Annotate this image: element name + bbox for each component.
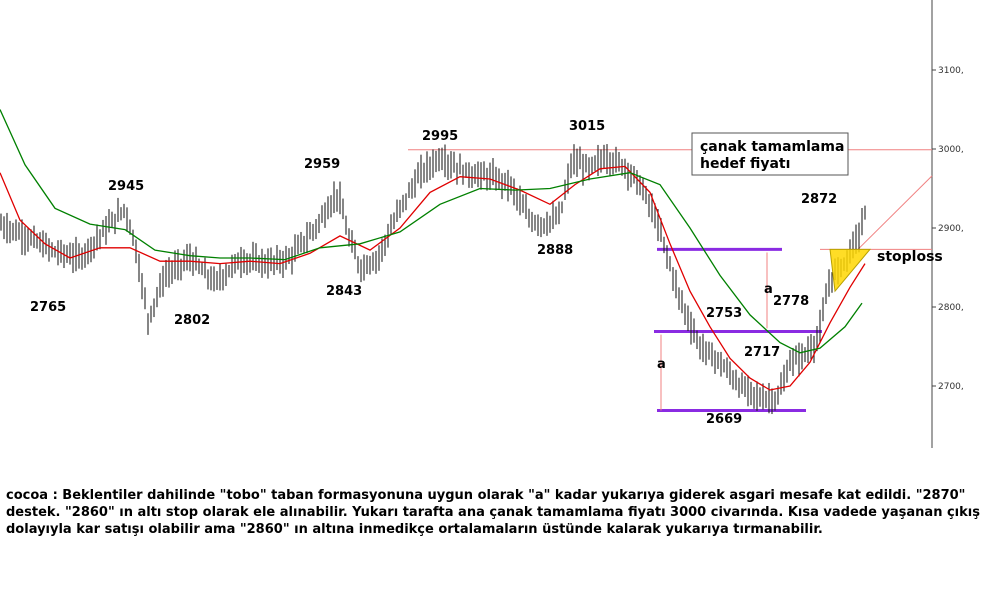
pivot-label: 2778 xyxy=(773,294,809,309)
pivot-label: 3015 xyxy=(569,119,605,134)
y-tick-label: 3000, xyxy=(938,145,964,155)
pivot-label: 2945 xyxy=(108,179,144,194)
target-callout-line1: çanak tamamlama xyxy=(700,139,844,155)
pivot-label: 2888 xyxy=(537,243,573,258)
y-axis-ticks: 2700, 2800, 2900, 3000, 3100, xyxy=(932,66,964,392)
moving-average-lines xyxy=(0,109,866,391)
pivot-labels: 2765 2945 2802 2959 2843 2995 3015 2888 2753 2778… xyxy=(30,119,837,427)
pivot-label: 2843 xyxy=(326,284,362,299)
y-tick-label: 2700, xyxy=(938,382,964,392)
triangle-pattern-group xyxy=(829,248,872,293)
commentary-text: cocoa : Beklentiler dahilinde "tobo" tab… xyxy=(6,488,980,537)
chart-area: 2700, 2800, 2900, 3000, 3100, 2765 2945 2802 29… xyxy=(0,0,964,448)
y-tick-label: 2800, xyxy=(938,303,964,313)
pivot-label: 2995 xyxy=(422,129,458,144)
measure-markers: aa xyxy=(657,252,773,411)
pivot-label: 2717 xyxy=(744,345,780,360)
pivot-label: 2872 xyxy=(801,192,837,207)
target-callout-line2: hedef fiyatı xyxy=(700,156,790,172)
pivot-label: 2753 xyxy=(706,306,742,321)
stoploss-label: stoploss xyxy=(877,249,943,265)
pivot-label: 2669 xyxy=(706,412,742,427)
triangle-pattern xyxy=(829,248,872,293)
projection-line xyxy=(857,175,933,250)
pivot-label: 2765 xyxy=(30,300,66,315)
moving-average-line xyxy=(0,165,866,391)
measure-label: a xyxy=(764,282,773,297)
pivot-label: 2802 xyxy=(174,313,210,328)
pivot-label: 2959 xyxy=(304,157,340,172)
y-tick-label: 3100, xyxy=(938,66,964,76)
y-tick-label: 2900, xyxy=(938,224,964,234)
price-bars xyxy=(0,144,866,415)
target-callout-box xyxy=(691,132,849,176)
measure-label: a xyxy=(657,357,666,372)
price-chart: 2700, 2800, 2900, 3000, 3100, 2765 2945 2802 29… xyxy=(0,0,964,448)
moving-average-line xyxy=(0,109,863,354)
